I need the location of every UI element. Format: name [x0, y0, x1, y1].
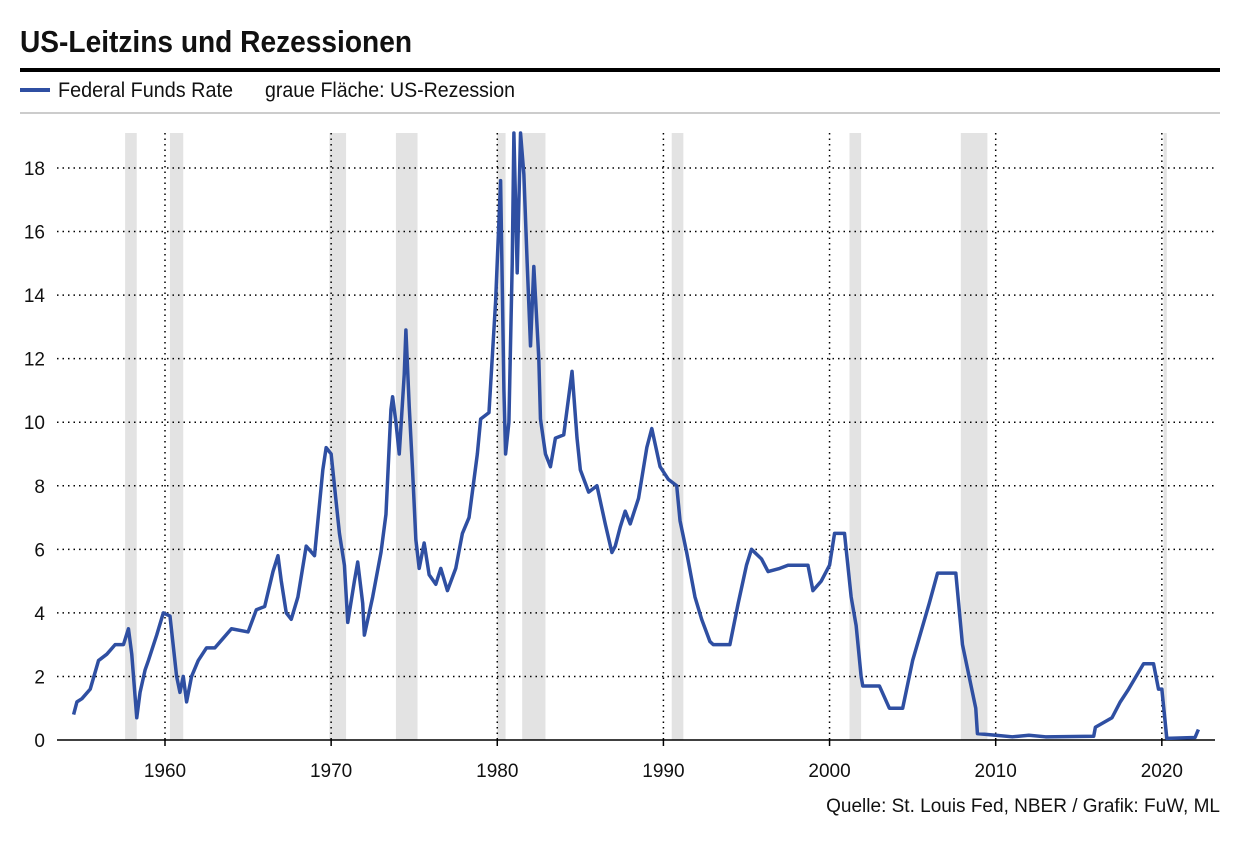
chart-title: US-Leitzins und Rezessionen	[20, 24, 412, 59]
x-tick-label: 1980	[476, 761, 518, 782]
y-tick-label: 4	[34, 604, 45, 625]
y-tick-label: 10	[24, 413, 45, 434]
rate-line	[71, 131, 1201, 741]
recession-note: graue Fläche: US-Rezession	[265, 79, 515, 102]
recession-band	[125, 133, 137, 740]
y-tick-label: 12	[24, 350, 45, 371]
y-tick-label: 14	[24, 286, 46, 307]
x-tick-label: 1960	[144, 761, 186, 782]
y-tick-label: 2	[34, 667, 45, 688]
x-tick-label: 2010	[975, 761, 1017, 782]
recession-band	[671, 133, 684, 740]
recession-band	[1163, 133, 1167, 740]
recession-band	[329, 133, 347, 740]
x-tick-label: 2000	[808, 761, 850, 782]
recession-band	[497, 133, 506, 740]
legend-label: Federal Funds Rate	[58, 79, 233, 102]
x-tick-label: 1990	[642, 761, 684, 782]
y-tick-label: 8	[34, 477, 45, 498]
recession-band	[395, 133, 418, 740]
recession-band	[960, 133, 988, 740]
x-tick-label: 2020	[1141, 761, 1183, 782]
y-tick-label: 0	[34, 731, 45, 752]
y-tick-label: 16	[24, 223, 45, 244]
recession-band	[849, 133, 862, 740]
recession-band	[169, 133, 184, 740]
source: Quelle: St. Louis Fed, NBER / Grafik: Fu…	[826, 796, 1220, 817]
title-rule	[20, 68, 1220, 72]
y-tick-label: 18	[24, 159, 45, 180]
y-tick-label: 6	[34, 540, 45, 561]
x-tick-label: 1970	[310, 761, 352, 782]
